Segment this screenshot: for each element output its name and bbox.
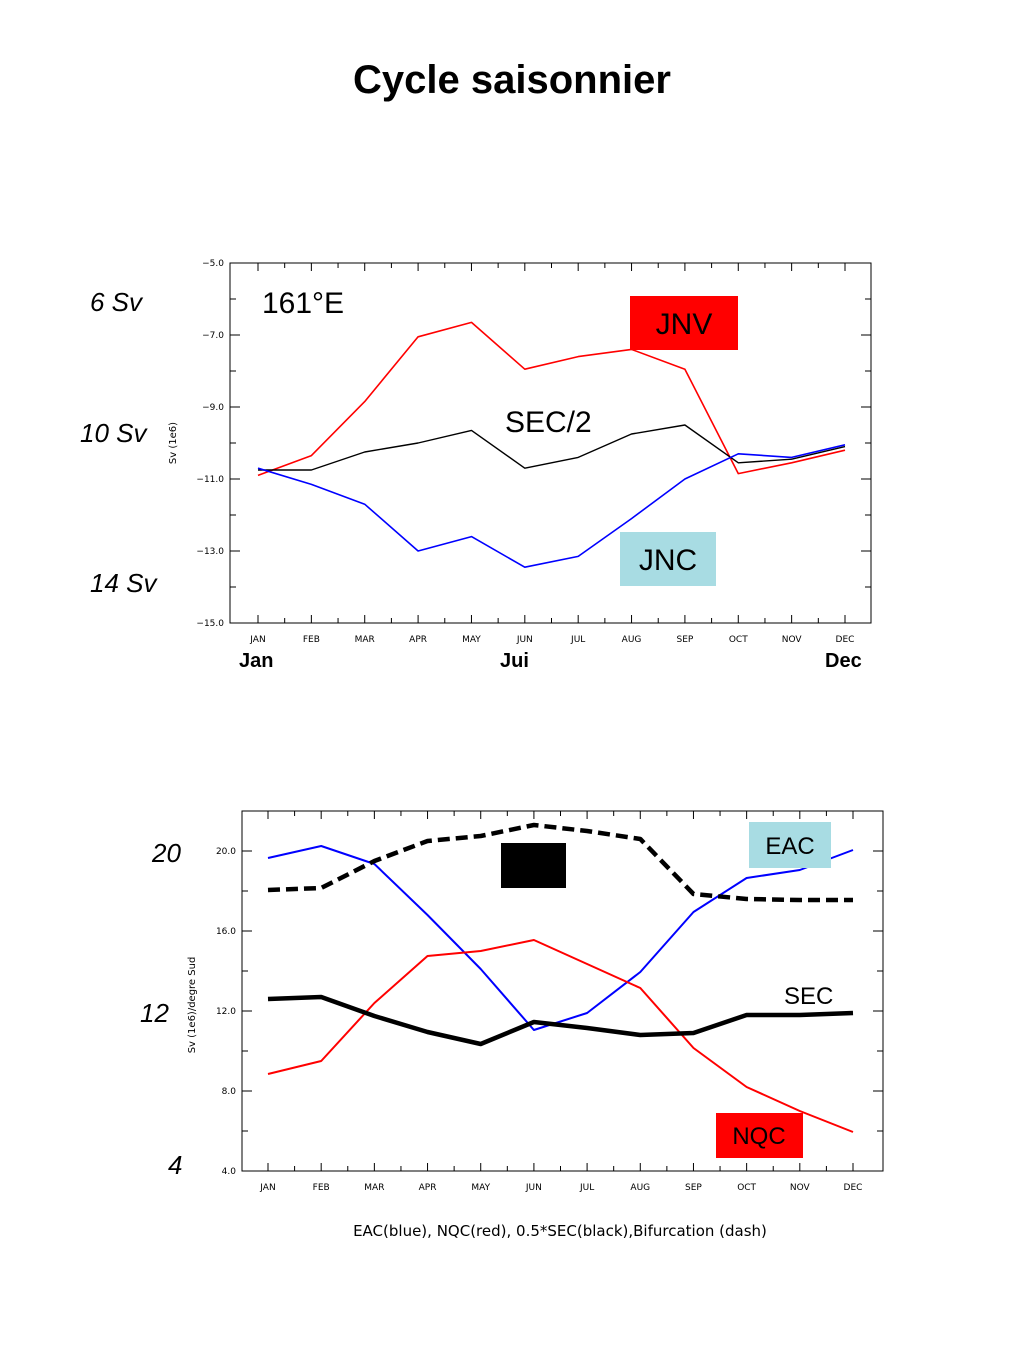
- side-label-20: 20: [152, 838, 181, 868]
- x-tick-label: OCT: [729, 635, 748, 645]
- y-tick-label: 16.0: [216, 927, 236, 937]
- axes-2: 4.0 8.0 12.0 16.0 20.0 JAN FEB MAR APR MAY JUN JUL A…: [216, 811, 883, 1193]
- side-label-12: 12: [140, 998, 169, 1028]
- side-label-10sv: 10 Sv: [80, 418, 147, 448]
- chart-161e: −15.0 −13.0 −11.0 −9.0 −7.0 −5.0 JAN FEB MAR APR M…: [168, 259, 872, 645]
- series-line-bif: [267, 822, 853, 903]
- x-tick-label: FEB: [313, 1183, 330, 1193]
- x-tick-label: JUL: [579, 1183, 594, 1193]
- y-tick-label: 8.0: [222, 1087, 237, 1097]
- series-line-jnv: [257, 321, 846, 477]
- x-tick-label: APR: [409, 635, 427, 645]
- series-line-sec: [267, 994, 854, 1047]
- x-tick-label: DEC: [836, 635, 855, 645]
- y-tick-label: −9.0: [202, 403, 224, 413]
- series-line-sec-2: [258, 424, 846, 471]
- x-tick-label: AUG: [622, 635, 642, 645]
- y-tick-label: 12.0: [216, 1007, 236, 1017]
- side-label-14sv: 14 Sv: [90, 568, 157, 598]
- x-tick-label: DEC: [844, 1183, 863, 1193]
- x-tick-label: MAY: [462, 635, 481, 645]
- series-lines-2: [267, 822, 854, 1133]
- x-tick-label: JUN: [525, 1183, 542, 1193]
- x-tick-label: MAR: [364, 1183, 384, 1193]
- x-tick-label: FEB: [303, 635, 320, 645]
- y-tick-label: −7.0: [202, 331, 224, 341]
- y-tick-label: 4.0: [222, 1167, 237, 1177]
- bif-label: Bif: [519, 853, 547, 880]
- x-tick-label: NOV: [790, 1183, 811, 1193]
- x-tick-label: JAN: [249, 635, 265, 645]
- x-tick-label: OCT: [737, 1183, 756, 1193]
- y-tick-label: −5.0: [202, 259, 224, 269]
- axes: −15.0 −13.0 −11.0 −9.0 −7.0 −5.0 JAN FEB MAR APR M…: [196, 259, 871, 645]
- nqc-label-box: [716, 1113, 803, 1158]
- series-lines: [257, 321, 846, 569]
- bif-label-box: [501, 843, 566, 888]
- x-tick-label: NOV: [782, 635, 803, 645]
- x-tick-label: JUL: [570, 635, 585, 645]
- eac-label-box: [749, 822, 831, 868]
- x-tick-label: SEP: [685, 1183, 702, 1193]
- series-line-nqc: [267, 939, 854, 1133]
- page-title: Cycle saisonnier: [353, 58, 671, 102]
- jnc-label-box: [620, 532, 716, 586]
- plot-frame-2: [241, 810, 884, 1172]
- jnv-label: JNV: [656, 308, 713, 341]
- y-tick-label: −15.0: [196, 619, 224, 629]
- side-label-4: 4: [168, 1150, 183, 1180]
- x-axis-caption: EAC(blue), NQC(red), 0.5*SEC(black),Bifu…: [353, 1222, 767, 1240]
- location-label: 161°E: [262, 287, 344, 320]
- jnv-label-box: [630, 296, 738, 350]
- x-tick-label: SEP: [676, 635, 693, 645]
- jnc-label: JNC: [639, 544, 697, 577]
- x-tick-label: APR: [419, 1183, 437, 1193]
- x-tick-label: MAY: [471, 1183, 490, 1193]
- series-line-jnc: [257, 444, 846, 569]
- x-tick-label: MAR: [355, 635, 375, 645]
- y-tick-label: −13.0: [196, 547, 224, 557]
- x-tick-label: JAN: [259, 1183, 275, 1193]
- series-line-eac: [267, 845, 854, 1031]
- eac-label: EAC: [765, 833, 814, 860]
- sec-label: SEC/2: [505, 406, 592, 439]
- y-axis-title-2: Sv (1e6)/degre Sud: [187, 957, 198, 1054]
- nqc-label: NQC: [732, 1123, 785, 1150]
- sec-label-2: SEC: [784, 983, 833, 1010]
- y-tick-label: 20.0: [216, 847, 236, 857]
- y-tick-label: −11.0: [196, 475, 224, 485]
- x-tick-label: JUN: [516, 635, 533, 645]
- y-axis-title: Sv (1e6): [168, 422, 179, 464]
- x-tick-label: AUG: [630, 1183, 650, 1193]
- month-label-dec: Dec: [825, 650, 862, 672]
- month-label-jui: Jui: [500, 650, 529, 672]
- side-label-6sv: 6 Sv: [90, 287, 143, 317]
- month-label-jan: Jan: [239, 650, 274, 672]
